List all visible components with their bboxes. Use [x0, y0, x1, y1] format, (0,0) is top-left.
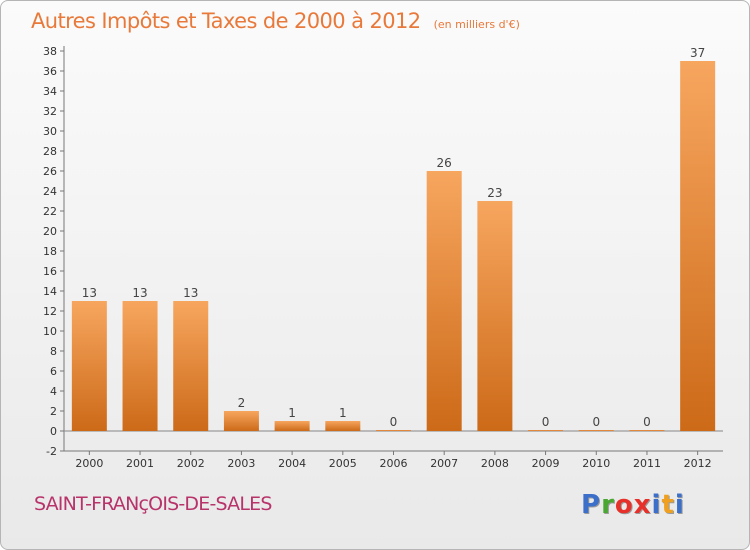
y-tick-label: 0 [50, 425, 57, 438]
data-label-2006: 0 [390, 415, 398, 429]
y-tick-label: 30 [43, 125, 57, 138]
bar-2001 [122, 301, 158, 431]
x-axis: 2000 2001 2002 2003 2004 2005 2006 2007 2008 2009… [64, 430, 723, 470]
bar-2000 [71, 301, 107, 431]
data-label-2005: 1 [339, 406, 347, 420]
x-tick-label-2006: 2006 [380, 457, 408, 470]
chart-subtitle: (en milliers d'€) [433, 18, 520, 31]
y-tick-label: 24 [43, 185, 57, 198]
x-tick-label-2012: 2012 [684, 457, 712, 470]
x-tick-label-2007: 2007 [430, 457, 458, 470]
bar-2007 [426, 171, 462, 431]
x-tick-label-2004: 2004 [278, 457, 306, 470]
data-label-2003: 2 [238, 396, 246, 410]
x-tick-label-2011: 2011 [633, 457, 661, 470]
bar-2012 [680, 61, 716, 431]
y-tick-label: 4 [50, 385, 57, 398]
x-tick-label-2005: 2005 [329, 457, 357, 470]
data-label-2011: 0 [643, 415, 651, 429]
y-tick-label: 16 [43, 265, 57, 278]
y-tick-label: 36 [43, 65, 57, 78]
x-tick-label-2009: 2009 [532, 457, 560, 470]
y-tick-label: 32 [43, 105, 57, 118]
logo-letter: x [633, 490, 652, 520]
y-tick-label: 6 [50, 365, 57, 378]
y-tick-label: 10 [43, 325, 57, 338]
logo-letter: P [581, 490, 602, 520]
data-label-2001: 13 [132, 286, 147, 300]
x-tick-label-2003: 2003 [227, 457, 255, 470]
x-tick-label-2002: 2002 [177, 457, 205, 470]
data-label-2010: 0 [592, 415, 600, 429]
data-label-2008: 23 [487, 186, 502, 200]
bar-2010 [578, 430, 614, 431]
y-tick-label: 20 [43, 225, 57, 238]
bar-2011 [629, 430, 665, 431]
logo-letter: r [601, 490, 615, 520]
y-tick-label: -2 [46, 445, 57, 458]
bar-2006 [376, 430, 411, 431]
logo-letter: i [651, 490, 662, 520]
bar-2009 [528, 430, 564, 431]
proxiti-logo[interactable]: Proxiti [581, 490, 685, 520]
y-tick-label: 18 [43, 245, 57, 258]
chart-title: Autres Impôts et Taxes de 2000 à 2012 [31, 9, 421, 33]
data-label-2000: 13 [82, 286, 97, 300]
commune-name: SAINT-FRANçOIS-DE-SALES [34, 493, 272, 515]
y-tick-label: 14 [43, 285, 57, 298]
y-tick-label: 34 [43, 85, 57, 98]
data-label-2009: 0 [542, 415, 550, 429]
data-label-2012: 37 [690, 46, 705, 60]
x-tick-label-2001: 2001 [126, 457, 154, 470]
data-label-2007: 26 [437, 156, 452, 170]
bars: 13 13 13 2 1 1 0 26 23 0 0 0 37 [71, 46, 716, 431]
logo-letter: o [614, 490, 634, 520]
y-tick-label: 26 [43, 165, 57, 178]
title-row: Autres Impôts et Taxes de 2000 à 2012 (e… [31, 9, 520, 33]
y-tick-label: 8 [50, 345, 57, 358]
x-tick-label-2010: 2010 [582, 457, 610, 470]
y-tick-label: 22 [43, 205, 57, 218]
x-tick-label-2000: 2000 [75, 457, 103, 470]
logo-letter: t [661, 490, 675, 520]
bar-2002 [173, 301, 209, 431]
bar-2008 [477, 201, 513, 431]
y-tick-label: 2 [50, 405, 57, 418]
y-tick-label: 28 [43, 145, 57, 158]
x-tick-label-2008: 2008 [481, 457, 509, 470]
logo-letter: i [674, 490, 685, 520]
y-tick-label: 12 [43, 305, 57, 318]
bar-2005 [325, 421, 361, 431]
data-label-2004: 1 [288, 406, 296, 420]
bar-2004 [274, 421, 310, 431]
y-tick-label: 38 [43, 45, 57, 58]
bar-2003 [223, 411, 259, 431]
data-label-2002: 13 [183, 286, 198, 300]
